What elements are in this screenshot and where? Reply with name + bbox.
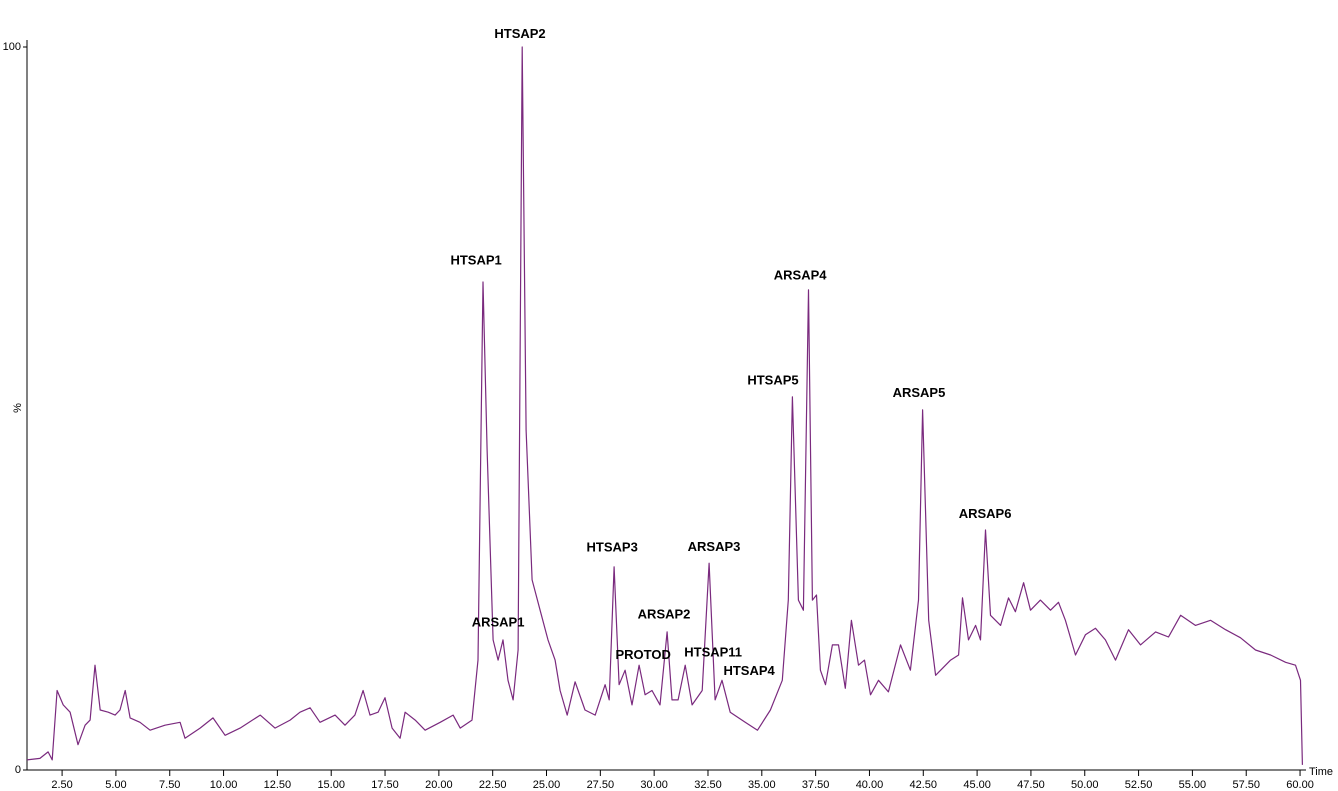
x-tick-label: 57.50 xyxy=(1232,779,1260,791)
x-tick-label: 12.50 xyxy=(264,779,292,791)
x-tick-label: 2.50 xyxy=(51,779,72,791)
peak-label: ARSAP1 xyxy=(472,615,525,630)
x-tick-label: 60.00 xyxy=(1286,779,1314,791)
peak-label: ARSAP4 xyxy=(774,268,828,283)
x-tick-label: 47.50 xyxy=(1017,779,1045,791)
peak-label: HTSAP5 xyxy=(747,372,798,387)
x-axis-label: Time xyxy=(1309,766,1333,778)
y-tick-label: 0 xyxy=(15,764,21,776)
x-tick-label: 45.00 xyxy=(963,779,991,791)
y-tick-label: 100 xyxy=(3,41,21,53)
x-tick-label: 35.00 xyxy=(748,779,776,791)
x-tick-label: 30.00 xyxy=(640,779,668,791)
x-tick-label: 40.00 xyxy=(856,779,884,791)
x-tick-label: 22.50 xyxy=(479,779,507,791)
x-tick-label: 25.00 xyxy=(533,779,561,791)
x-tick-label: 32.50 xyxy=(694,779,722,791)
x-tick-label: 42.50 xyxy=(910,779,938,791)
peak-label: HTSAP4 xyxy=(723,663,775,678)
x-tick-label: 27.50 xyxy=(587,779,615,791)
x-tick-label: 37.50 xyxy=(802,779,830,791)
x-tick-label: 10.00 xyxy=(210,779,238,791)
x-tick-label: 52.50 xyxy=(1125,779,1153,791)
peak-label: HTSAP2 xyxy=(494,26,545,41)
trace-line xyxy=(26,46,1303,765)
x-tick-label: 5.00 xyxy=(105,779,126,791)
y-axis-label: % xyxy=(12,403,24,413)
peak-label: PROTOD xyxy=(615,647,670,662)
x-tick-label: 17.50 xyxy=(371,779,399,791)
peak-label: ARSAP5 xyxy=(893,385,946,400)
x-tick-label: 15.00 xyxy=(317,779,345,791)
x-tick-label: 7.50 xyxy=(159,779,180,791)
peak-label: HTSAP11 xyxy=(684,644,742,659)
peak-label: ARSAP2 xyxy=(638,607,691,622)
peak-label: HTSAP3 xyxy=(587,539,638,554)
peak-label: ARSAP6 xyxy=(959,506,1012,521)
x-tick-label: 50.00 xyxy=(1071,779,1099,791)
peak-label: HTSAP1 xyxy=(450,252,501,267)
x-tick-label: 55.00 xyxy=(1179,779,1207,791)
x-tick-label: 20.00 xyxy=(425,779,453,791)
peak-label: ARSAP3 xyxy=(688,539,741,554)
